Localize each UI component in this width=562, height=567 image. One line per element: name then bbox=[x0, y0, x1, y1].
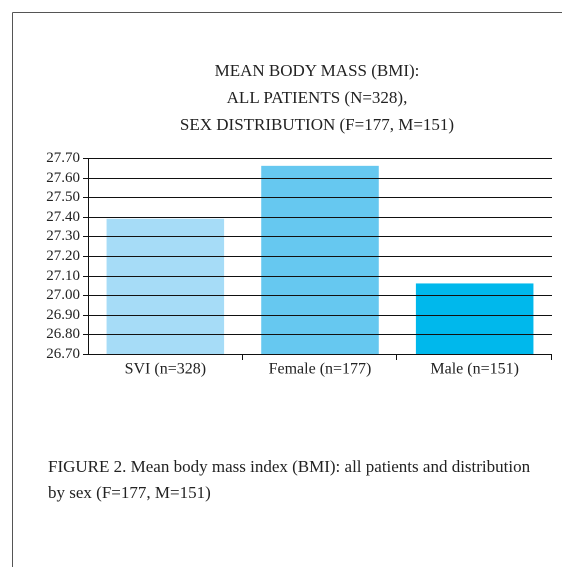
y-tick-label: 26.70 bbox=[46, 346, 80, 362]
y-tick-label: 27.70 bbox=[46, 150, 80, 166]
caption: FIGURE 2. Mean body mass index (BMI): al… bbox=[48, 457, 531, 502]
x-tick-label: SVI (n=328) bbox=[125, 361, 206, 378]
y-tick-label: 27.10 bbox=[46, 268, 80, 284]
y-tick-label: 27.30 bbox=[46, 228, 80, 244]
y-tick-label: 26.80 bbox=[46, 326, 80, 342]
x-tick-label: Female (n=177) bbox=[269, 361, 372, 378]
y-tick-label: 27.40 bbox=[46, 209, 80, 225]
chart-title: SEX DISTRIBUTION (F=177, M=151) bbox=[180, 115, 454, 134]
y-tick-label: 27.20 bbox=[46, 248, 80, 264]
y-tick-label: 27.60 bbox=[46, 170, 80, 186]
y-tick-label: 27.50 bbox=[46, 189, 80, 205]
bar bbox=[415, 283, 534, 354]
bar bbox=[106, 218, 225, 354]
chart-title: ALL PATIENTS (N=328), bbox=[227, 88, 408, 107]
chart-title: MEAN BODY MASS (BMI): bbox=[215, 61, 420, 80]
bar bbox=[261, 165, 379, 354]
y-tick-label: 27.00 bbox=[46, 287, 80, 303]
x-tick-label: Male (n=151) bbox=[430, 361, 519, 378]
y-tick-label: 26.90 bbox=[46, 307, 80, 323]
